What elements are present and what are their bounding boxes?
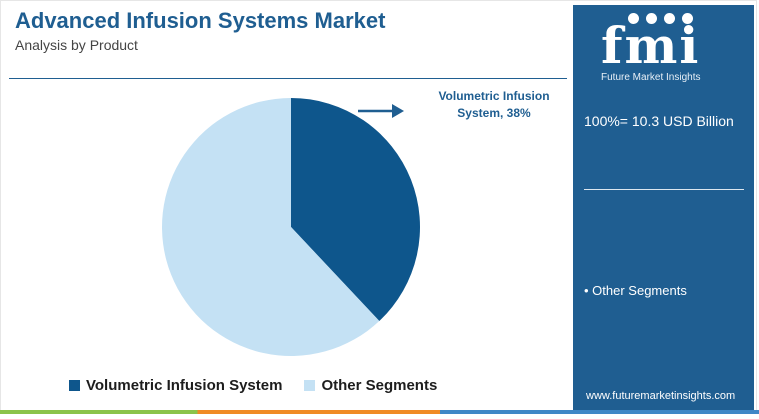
page-title: Advanced Infusion Systems Market	[15, 8, 386, 33]
chart-legend: Volumetric Infusion System Other Segment…	[69, 377, 437, 394]
legend-label-volumetric: Volumetric Infusion System	[86, 377, 283, 394]
legend-swatch-volumetric	[69, 380, 80, 391]
arrow-right-icon	[358, 104, 404, 118]
logo-text: fmi	[601, 16, 701, 75]
market-total: 100%= 10.3 USD Billion	[584, 113, 734, 129]
website-link[interactable]: www.futuremarketinsights.com	[586, 390, 736, 402]
pie-slice-volumetric	[291, 98, 420, 322]
info-sidebar: fmi Future Market Insights 100%= 10.3 US…	[573, 5, 754, 412]
title-divider	[9, 78, 567, 79]
fmi-logo: fmi Future Market Insights	[588, 13, 738, 89]
sidebar-divider	[584, 189, 744, 190]
legend-swatch-other	[304, 380, 316, 391]
sidebar-segment-label: • Other Segments	[584, 283, 687, 298]
legend-item-volumetric: Volumetric Infusion System	[69, 377, 282, 394]
pie-slice-other	[161, 98, 380, 356]
bottom-color-strip	[0, 410, 759, 414]
slice-callout: Volumetric Infusion System, 38%	[438, 89, 550, 120]
legend-item-other: Other Segments	[304, 377, 437, 394]
legend-label-other: Other Segments	[321, 377, 438, 394]
logo-tagline: Future Market Insights	[601, 72, 701, 83]
pie-chart	[161, 98, 420, 356]
logo-dots-icon	[628, 13, 693, 24]
chart-area	[0, 80, 570, 414]
page-subtitle: Analysis by Product	[15, 37, 138, 53]
